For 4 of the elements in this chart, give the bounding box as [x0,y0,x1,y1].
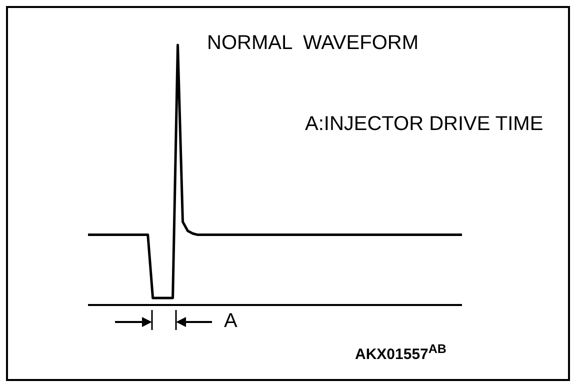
chart-title: NORMAL WAVEFORM [207,32,418,54]
text: AKX01557$^{AB}$ [355,342,446,363]
text: A [224,310,238,332]
annotation: A:INJECTOR DRIVE TIME [305,113,544,135]
